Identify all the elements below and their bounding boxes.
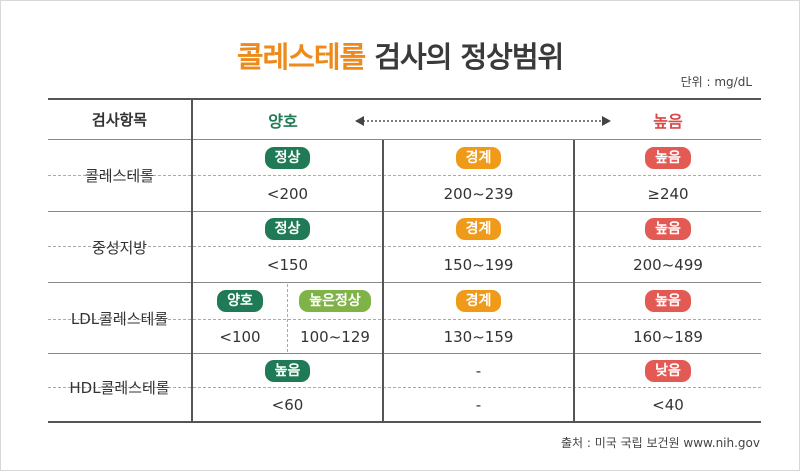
unit-label: 단위 : mg/dL — [680, 75, 752, 89]
header-good: 양호 — [268, 111, 298, 131]
range-value: <100 — [219, 327, 261, 346]
row-name: 콜레스테롤 — [84, 167, 154, 185]
ldl-subcolumn-divider — [287, 284, 288, 352]
status-badge-normal: 정상 — [264, 146, 311, 169]
status-badge-high: 높음 — [645, 218, 691, 240]
row-divider-dotted — [48, 175, 761, 176]
header-item: 검사항목 — [91, 111, 148, 129]
range-value: 100~129 — [300, 327, 370, 346]
row-divider — [48, 211, 761, 212]
status-badge-borderline: 경계 — [455, 146, 502, 169]
row-divider — [48, 282, 761, 283]
empty-value: - — [475, 361, 482, 380]
header-high: 높음 — [653, 111, 683, 131]
range-value: 160~189 — [633, 327, 703, 346]
source-credit: 출처 : 미국 국립 보건원 www.nih.gov — [560, 436, 760, 450]
status-badge-borderline: 경계 — [455, 218, 502, 240]
status-badge-good: 양호 — [217, 290, 263, 312]
range-value: 200~239 — [443, 184, 514, 203]
range-value: <60 — [271, 395, 304, 414]
range-value: 200~499 — [633, 255, 703, 274]
row-name: HDL콜레스테롤 — [69, 379, 170, 397]
table-top-border — [48, 98, 761, 100]
status-badge-borderline: 경계 — [455, 290, 502, 312]
range-value: <40 — [652, 395, 684, 414]
status-badge-high: 높음 — [264, 359, 311, 382]
range-value: <200 — [266, 184, 309, 203]
range-value: 150~199 — [443, 255, 514, 274]
row-divider — [48, 353, 761, 354]
range-value: ≥240 — [647, 184, 689, 203]
row-divider-dotted — [48, 319, 761, 320]
status-badge-high: 높음 — [645, 146, 691, 169]
range-value: 130~159 — [443, 327, 514, 346]
status-badge-high: 높음 — [645, 290, 691, 312]
item-column-divider — [191, 98, 193, 421]
table-bottom-border — [48, 421, 761, 423]
range-arrow-icon — [355, 116, 611, 126]
column-divider — [573, 140, 575, 421]
row-name: 중성지방 — [91, 238, 148, 257]
status-badge-low: 낮음 — [645, 359, 691, 382]
column-divider — [382, 140, 384, 421]
range-value: <150 — [266, 255, 309, 274]
empty-value: - — [475, 395, 482, 414]
status-badge-normal: 정상 — [264, 218, 311, 240]
status-badge-high-normal: 높은정상 — [299, 290, 371, 312]
row-name: LDL콜레스테롤 — [70, 309, 169, 328]
row-divider-dotted — [48, 246, 761, 247]
title-accent: 콜레스테롤 — [236, 40, 366, 74]
page-title: 콜레스테롤 검사의 정상범위 — [0, 34, 800, 76]
header-bottom-border — [48, 139, 761, 140]
title-rest: 검사의 정상범위 — [374, 40, 564, 74]
row-divider-dotted — [48, 387, 761, 388]
